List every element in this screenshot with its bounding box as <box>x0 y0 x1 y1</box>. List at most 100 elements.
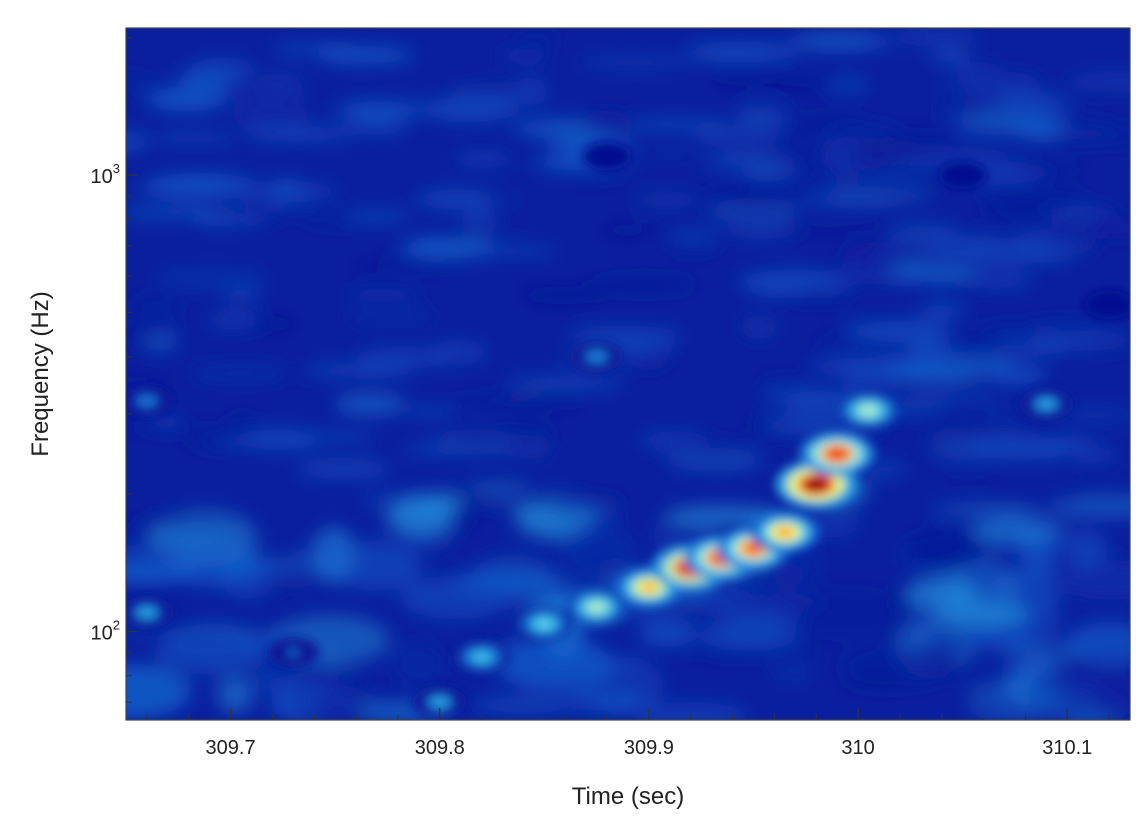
noise-patch <box>839 675 905 692</box>
noise-patch <box>333 540 423 591</box>
noise-patch <box>905 144 970 168</box>
noise-patch <box>991 341 1071 355</box>
noise-patch <box>955 377 1005 389</box>
noise-patch <box>583 109 634 136</box>
noise-patch <box>410 238 454 257</box>
noise-patch <box>925 235 1016 258</box>
noise-patch <box>845 320 954 341</box>
noise-patch <box>153 632 268 675</box>
noise-patch <box>638 618 696 648</box>
signal-point <box>860 405 877 416</box>
noise-patch <box>400 575 513 620</box>
noise-patch <box>894 28 981 48</box>
noise-patch <box>560 522 636 579</box>
noise-patch <box>833 123 901 140</box>
noise-patch <box>1057 560 1130 600</box>
noise-patch <box>334 394 406 415</box>
noise-patch <box>255 73 303 86</box>
noise-patch <box>934 82 1046 93</box>
y-axis: 102 103 <box>91 37 138 703</box>
noise-patch <box>1024 317 1112 336</box>
noise-patch <box>643 148 697 158</box>
noise-patch <box>126 424 220 435</box>
noise-patch <box>667 231 721 241</box>
y-tick-label: 102 <box>91 618 120 645</box>
noise-patch <box>296 458 392 480</box>
noise-patch <box>333 101 427 119</box>
noise-patch <box>126 72 153 94</box>
noise-patch <box>944 469 996 482</box>
noise-patch <box>892 392 999 402</box>
noise-blob <box>140 608 154 617</box>
noise-patch <box>150 131 238 145</box>
noise-patch <box>495 637 612 691</box>
noise-patch <box>456 82 555 97</box>
noise-patch <box>499 48 551 65</box>
noise-patch <box>385 498 453 537</box>
noise-patch <box>601 223 654 238</box>
noise-layer <box>126 28 1130 720</box>
noise-patch <box>793 36 898 47</box>
noise-patch <box>572 713 616 720</box>
noise-patch <box>572 178 623 188</box>
signal-point <box>640 582 658 593</box>
plot-frame <box>125 27 1131 721</box>
noise-patch <box>421 96 520 122</box>
noise-patch <box>943 91 1008 111</box>
x-tick-label: 310 <box>841 737 874 759</box>
noise-patch <box>931 603 1029 625</box>
noise-patch <box>518 286 607 305</box>
noise-patch <box>1065 70 1130 93</box>
noise-patch <box>502 434 554 460</box>
noise-patch <box>709 59 758 72</box>
signal-point <box>536 619 552 629</box>
noise-patch <box>702 156 779 169</box>
noise-patch <box>1073 446 1118 465</box>
noise-patch <box>126 627 188 636</box>
noise-patch <box>748 289 857 299</box>
noise-patch <box>1051 215 1130 240</box>
noise-patch <box>771 668 816 679</box>
noise-patch <box>967 678 1059 720</box>
noise-patch <box>979 186 1090 212</box>
noise-patch <box>228 83 315 101</box>
heatmap-field <box>126 28 1130 720</box>
noise-patch <box>697 623 799 651</box>
noise-patch <box>903 182 949 194</box>
x-tick-label: 309.8 <box>415 737 465 759</box>
noise-patch <box>619 119 733 129</box>
noise-patch <box>632 354 672 370</box>
noise-blob <box>140 397 154 405</box>
noise-patch <box>1087 336 1130 354</box>
noise-patch <box>126 295 185 320</box>
noise-patch <box>813 155 900 176</box>
noise-patch <box>126 130 148 153</box>
noise-blob <box>590 352 604 361</box>
signal-layer <box>126 142 1130 719</box>
noise-patch <box>922 631 966 676</box>
noise-patch <box>737 594 830 611</box>
noise-patch <box>887 412 988 422</box>
noise-patch <box>756 417 857 431</box>
noise-patch <box>1001 644 1087 659</box>
noise-patch <box>411 195 525 206</box>
noise-patch <box>888 224 958 236</box>
x-axis: 309.7 309.8 309.9 310 310.1 <box>146 708 1110 759</box>
noise-patch <box>392 641 445 688</box>
signal-point <box>806 478 827 491</box>
noise-patch <box>271 44 355 55</box>
signal-point <box>744 543 763 554</box>
noise-patch <box>190 57 256 81</box>
noise-patch <box>827 78 870 91</box>
noise-patch <box>929 50 971 64</box>
y-axis-label: Frequency (Hz) <box>27 291 54 456</box>
noise-patch <box>201 437 301 448</box>
noise-patch <box>147 414 184 430</box>
noise-patch <box>840 242 925 266</box>
noise-patch <box>461 208 499 235</box>
noise-patch <box>930 354 1002 372</box>
noise-patch <box>954 664 1018 688</box>
noise-patch <box>268 178 306 203</box>
noise-patch <box>345 308 439 326</box>
x-tick-label: 309.7 <box>206 737 256 759</box>
